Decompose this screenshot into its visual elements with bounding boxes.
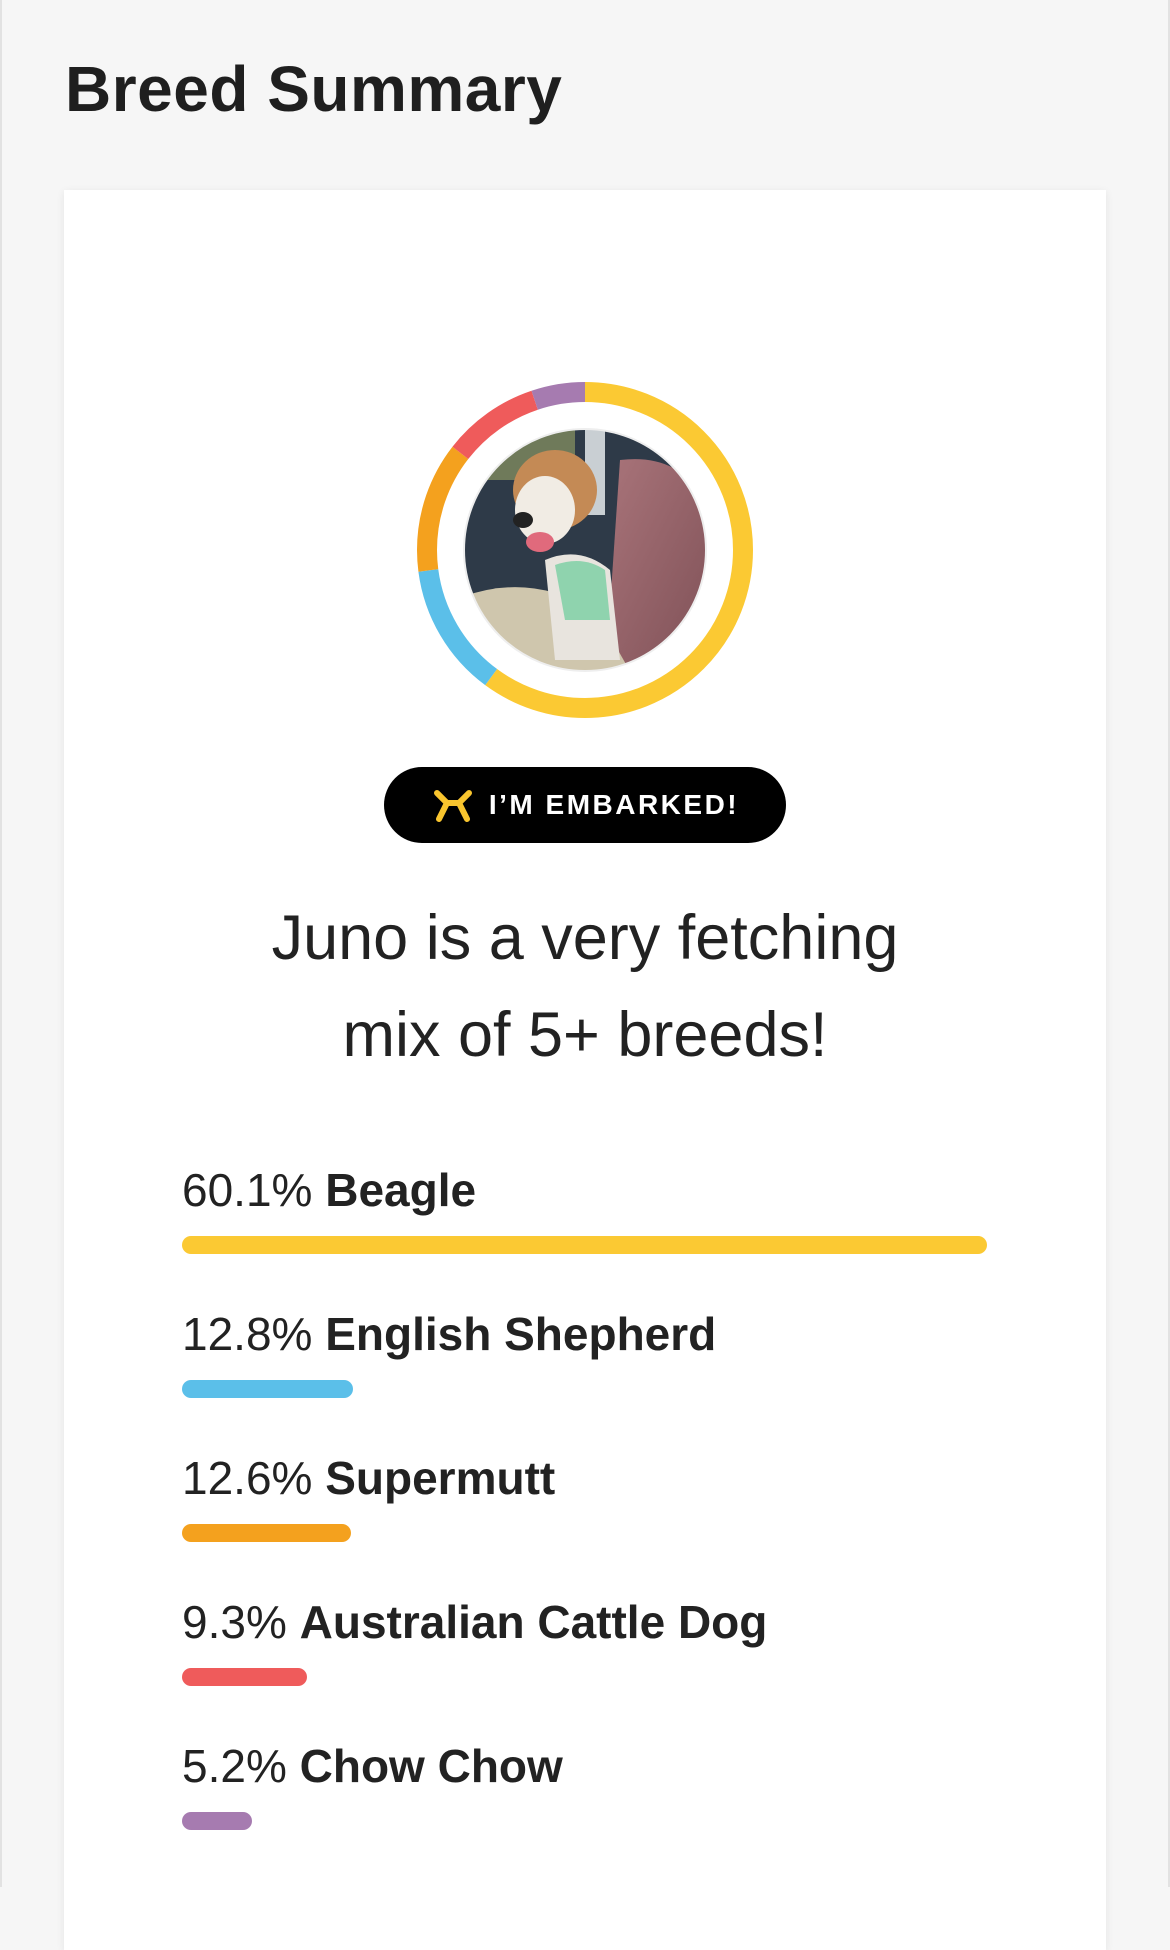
breed-percent: 12.8% <box>182 1308 313 1360</box>
breed-name: English Shepherd <box>325 1308 717 1360</box>
breed-row: 60.1% Beagle <box>182 1162 1002 1254</box>
breed-percent: 9.3% <box>182 1596 287 1648</box>
right-edge <box>1168 0 1170 1887</box>
breed-label: 5.2% Chow Chow <box>182 1738 1002 1794</box>
breed-donut-chart <box>417 382 753 718</box>
breed-bar <box>182 1812 252 1830</box>
breed-row: 9.3% Australian Cattle Dog <box>182 1594 1002 1686</box>
breed-bar <box>182 1524 351 1542</box>
headline-line-2: mix of 5+ breeds! <box>342 1000 828 1070</box>
breed-bar <box>182 1668 307 1686</box>
breed-name: Supermutt <box>325 1452 556 1504</box>
breed-mix-headline: Juno is a very fetching mix of 5+ breeds… <box>0 890 1170 1084</box>
embarked-badge: I’M EMBARKED! <box>384 767 786 843</box>
dog-photo <box>464 429 706 671</box>
breed-name: Australian Cattle Dog <box>299 1596 768 1648</box>
breed-row: 12.8% English Shepherd <box>182 1306 1002 1398</box>
headline-line-1: Juno is a very fetching <box>271 903 899 973</box>
donut-segment-supermutt <box>417 382 753 718</box>
breed-bar <box>182 1236 987 1254</box>
donut-segment-chow-chow <box>417 382 753 718</box>
breed-label: 12.6% Supermutt <box>182 1450 1002 1506</box>
breed-label: 60.1% Beagle <box>182 1162 1002 1218</box>
breed-row: 5.2% Chow Chow <box>182 1738 1002 1830</box>
breed-label: 9.3% Australian Cattle Dog <box>182 1594 1002 1650</box>
breed-name: Chow Chow <box>299 1740 563 1792</box>
left-edge <box>0 0 2 1887</box>
embark-logo-icon <box>433 790 472 822</box>
breed-label: 12.8% English Shepherd <box>182 1306 1002 1362</box>
breed-percent: 60.1% <box>182 1164 313 1216</box>
breed-percent: 12.6% <box>182 1452 313 1504</box>
page-title: Breed Summary <box>65 53 563 125</box>
breed-percent: 5.2% <box>182 1740 287 1792</box>
breed-row: 12.6% Supermutt <box>182 1450 1002 1542</box>
breed-bar <box>182 1380 354 1398</box>
breed-name: Beagle <box>325 1164 477 1216</box>
badge-label: I’M EMBARKED! <box>488 789 740 820</box>
